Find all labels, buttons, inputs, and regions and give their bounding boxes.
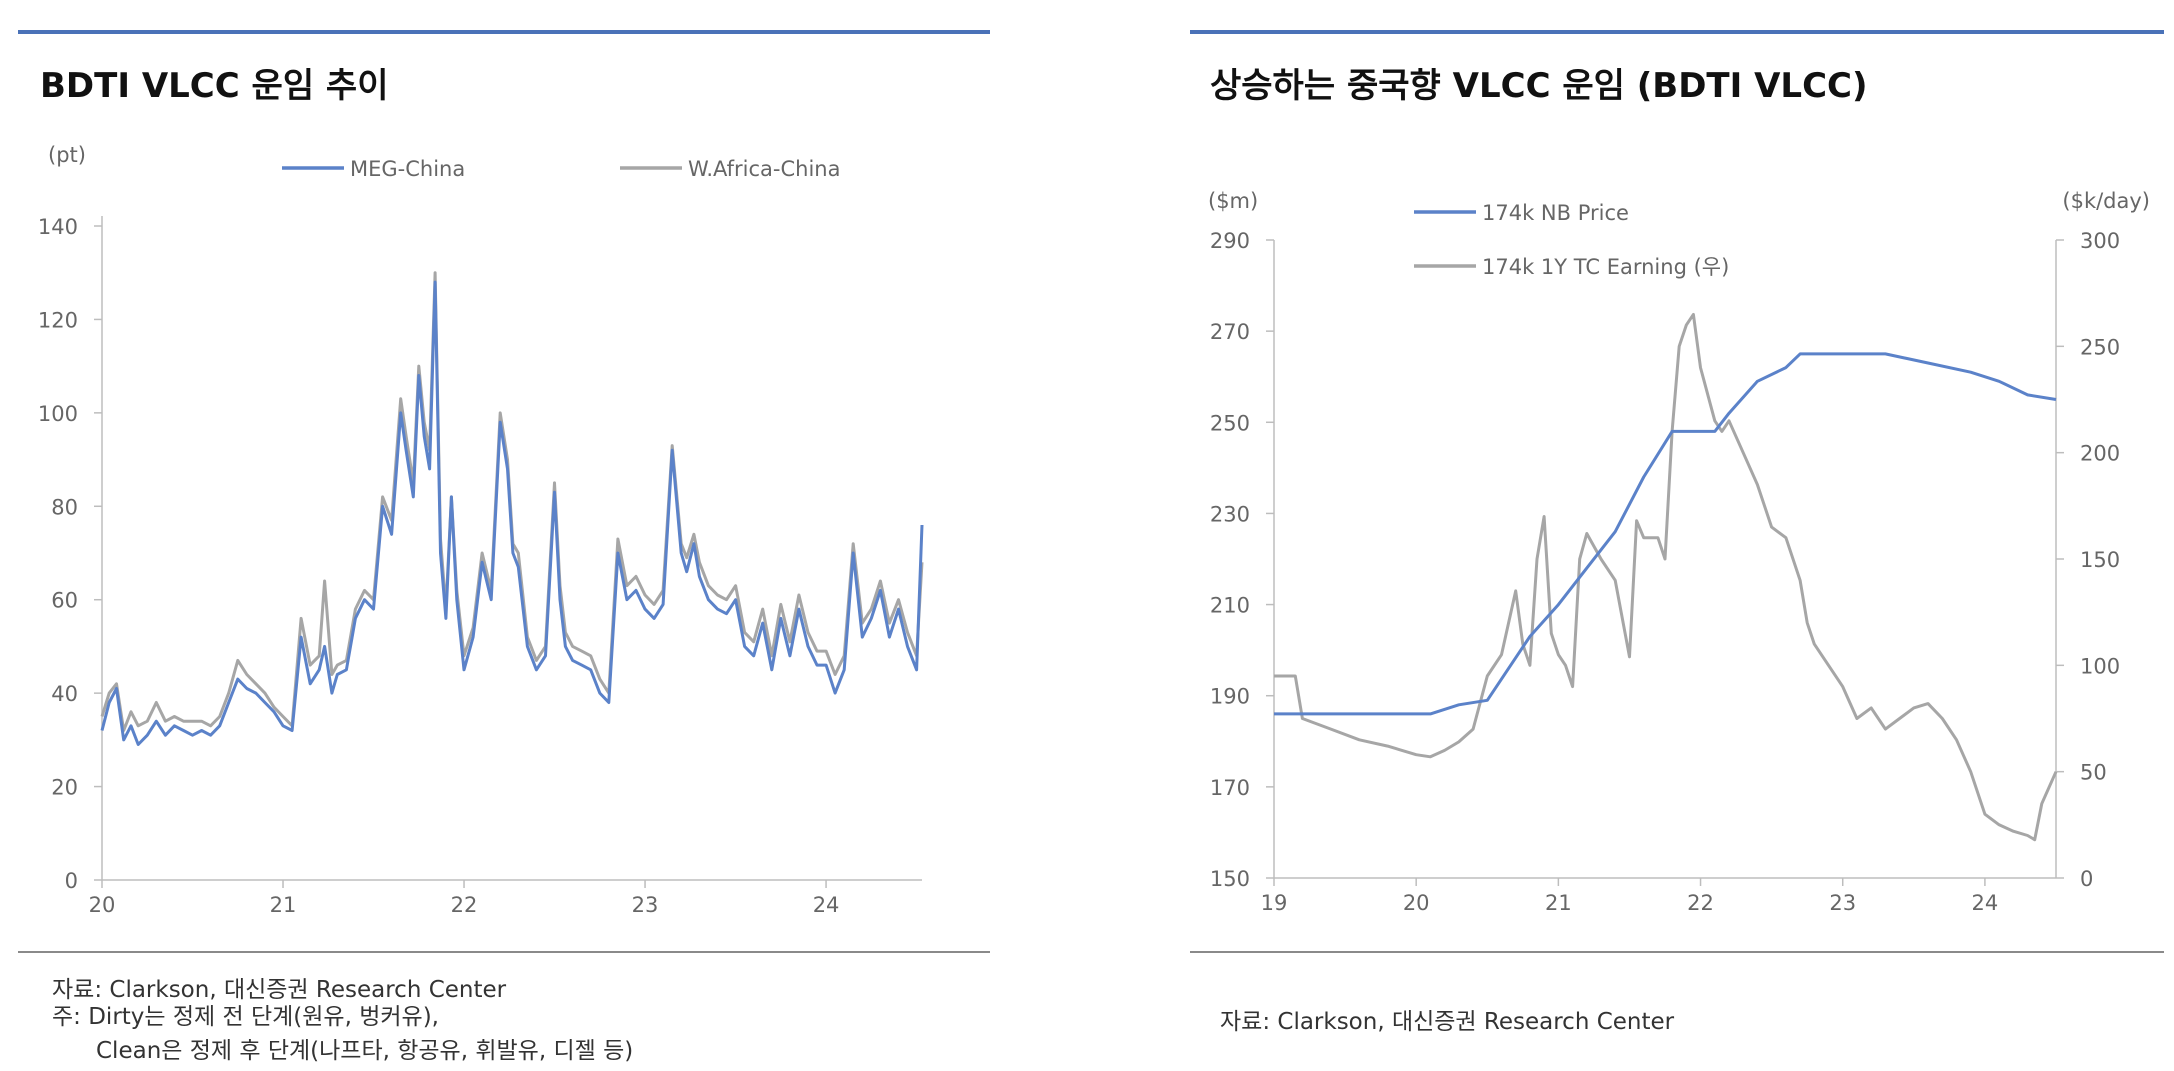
left-source: 자료: Clarkson, 대신증권 Research Center	[52, 977, 507, 1003]
left-y-tick-label: 40	[51, 682, 78, 706]
right-x-tick-label: 24	[1972, 891, 1999, 915]
w-africa-china-legend-label: W.Africa-China	[688, 157, 841, 181]
left-panel: BDTI VLCC 운임 추이 (pt) 0 20 40 60 80 100 120 140 20…	[0, 0, 1000, 1071]
left-note: 주: Dirty는 정제 전 단계(원유, 벙커유), Clean은 정제 후 …	[52, 1000, 633, 1068]
left-line-chart: (pt) 0 20 40 60 80 100 120 140 20 21 22 23 24 MEG-Chin…	[38, 143, 924, 917]
right-top-rule	[1190, 30, 2164, 34]
meg-china-legend-label: MEG-China	[350, 157, 465, 181]
left-y-tick-label: 60	[51, 589, 78, 613]
left-x-tick-label: 21	[270, 893, 297, 917]
left-x-tick-label: 22	[451, 893, 478, 917]
left-bottom-rule	[18, 951, 990, 953]
left-y-tick-label: 140	[38, 215, 78, 239]
left-y-tick-label: 0	[65, 869, 78, 893]
left-x-tick-label: 20	[89, 893, 116, 917]
right-y2-tick-label: 250	[2080, 335, 2120, 359]
right-y-tick-label: 210	[1210, 594, 1250, 618]
w-africa-china-line	[100, 271, 924, 732]
right-x-tick-label: 21	[1545, 891, 1572, 915]
left-note-line2: Clean은 정제 후 단계(나프타, 항공유, 휘발유, 디젤 등)	[96, 1038, 634, 1064]
tc-earning-legend-label: 174k 1Y TC Earning (우)	[1482, 255, 1729, 279]
right-y-tick-label: 270	[1210, 320, 1250, 344]
right-y-tick-label: 170	[1210, 776, 1250, 800]
left-y-unit-label: (pt)	[48, 143, 86, 167]
nb-price-legend-label: 174k NB Price	[1482, 201, 1629, 225]
right-y-unit-label: ($m)	[1208, 189, 1258, 213]
right-x-tick-label: 19	[1261, 891, 1288, 915]
right-x-tick-label: 23	[1829, 891, 1856, 915]
left-y-tick-label: 100	[38, 402, 78, 426]
right-y-tick-label: 290	[1210, 229, 1250, 253]
right-y-tick-label: 190	[1210, 685, 1250, 709]
right-line-chart: ($m) ($k/day) 150 170 190 210 230 250 270 290 0 50 1…	[1208, 189, 2150, 915]
right-panel: 상승하는 중국향 VLCC 운임 (BDTI VLCC) ($m) ($k/day…	[1180, 0, 2174, 1071]
left-y-tick-label: 20	[51, 776, 78, 800]
left-top-rule	[18, 30, 990, 34]
meg-china-line	[100, 280, 924, 746]
left-x-tick-label: 23	[632, 893, 659, 917]
right-y-tick-label: 230	[1210, 502, 1250, 526]
left-chart-title: BDTI VLCC 운임 추이	[40, 66, 389, 106]
right-y2-tick-label: 300	[2080, 229, 2120, 253]
right-y2-tick-label: 100	[2080, 654, 2120, 678]
right-bottom-rule	[1190, 951, 2164, 953]
right-x-tick-label: 20	[1403, 891, 1430, 915]
right-source: 자료: Clarkson, 대신증권 Research Center	[1220, 1009, 1675, 1035]
right-y-tick-label: 250	[1210, 411, 1250, 435]
right-y2-tick-label: 0	[2080, 867, 2093, 891]
left-y-tick-label: 120	[38, 308, 78, 332]
right-chart-title: 상승하는 중국향 VLCC 운임 (BDTI VLCC)	[1210, 66, 1868, 106]
right-y2-tick-label: 200	[2080, 442, 2120, 466]
right-y2-tick-label: 50	[2080, 761, 2107, 785]
nb-price-line	[1274, 352, 2057, 716]
tc-earning-line	[1274, 312, 2058, 842]
right-y-tick-label: 150	[1210, 867, 1250, 891]
left-note-line1: 주: Dirty는 정제 전 단계(원유, 벙커유),	[52, 1004, 439, 1030]
left-x-tick-label: 24	[813, 893, 840, 917]
left-y-tick-label: 80	[51, 495, 78, 519]
right-y2-tick-label: 150	[2080, 548, 2120, 572]
right-x-tick-label: 22	[1687, 891, 1714, 915]
right-y2-unit-label: ($k/day)	[2062, 189, 2150, 213]
